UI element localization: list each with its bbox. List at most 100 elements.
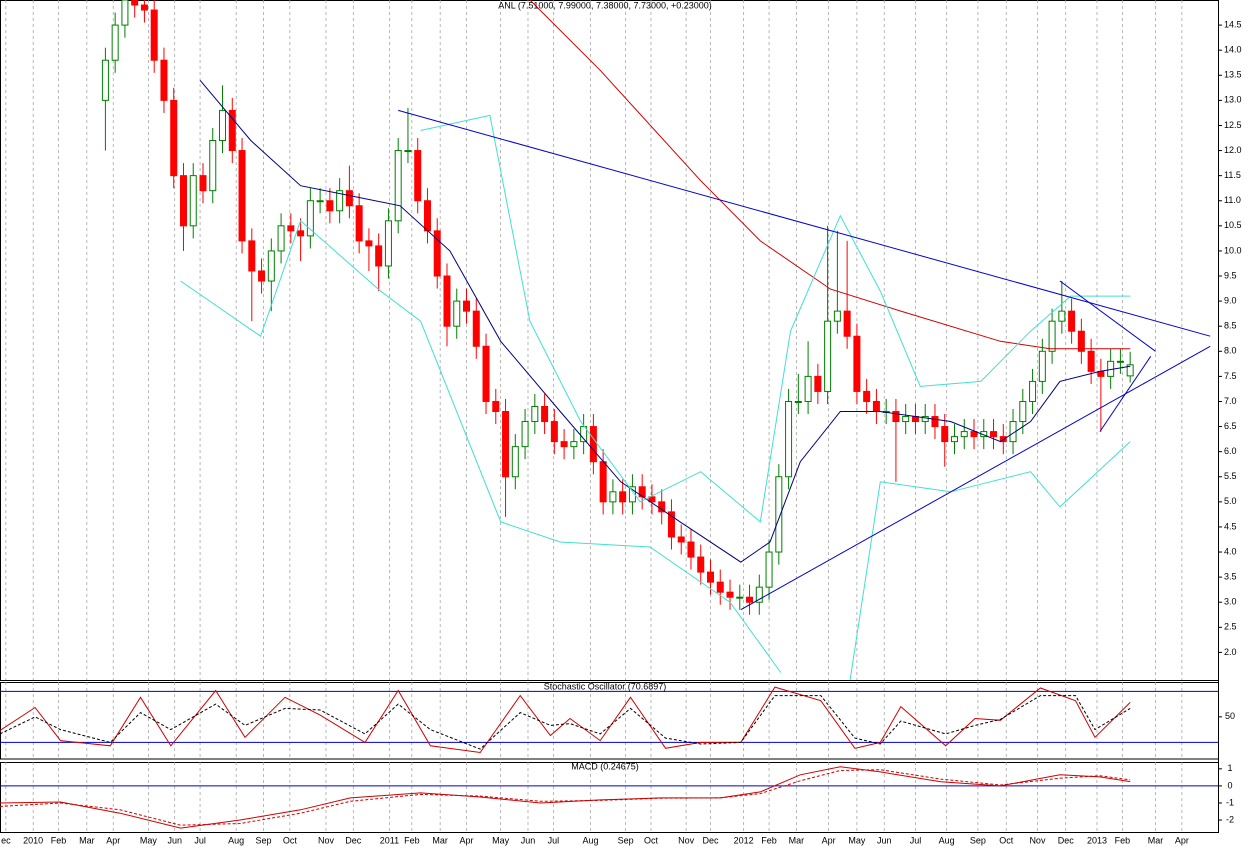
overlay-line bbox=[420, 114, 1131, 523]
chart-title: ANL (7.51000, 7.99000, 7.38000, 7.73000,… bbox=[498, 0, 712, 10]
candle-body bbox=[550, 421, 558, 443]
candle-body bbox=[716, 581, 724, 593]
y-tick-label: 12.0 bbox=[1224, 145, 1242, 155]
candle-body bbox=[404, 150, 412, 153]
x-tick-label: Oct bbox=[644, 835, 659, 845]
y-tick-label: 10.0 bbox=[1224, 245, 1242, 255]
y-tick-label: 8.0 bbox=[1224, 346, 1237, 356]
x-tick-label: Apr bbox=[822, 835, 836, 845]
x-tick-label: Jun bbox=[877, 835, 892, 845]
x-tick-label: Nov bbox=[1029, 835, 1046, 845]
candle-body bbox=[1029, 380, 1037, 402]
x-tick-label: Sep bbox=[970, 835, 986, 845]
overlay-line bbox=[1099, 356, 1152, 432]
candle-body bbox=[277, 225, 285, 252]
candle-body bbox=[775, 476, 783, 553]
y-tick-label: 11.0 bbox=[1224, 195, 1241, 205]
y-tick-label: 50 bbox=[1225, 711, 1235, 721]
candle-body bbox=[1068, 310, 1076, 332]
overlay-line bbox=[1059, 280, 1156, 352]
candle-body bbox=[707, 571, 714, 583]
x-tick-label: Feb bbox=[1115, 835, 1131, 845]
x-tick-label: Sep bbox=[618, 835, 634, 845]
candle-body bbox=[1126, 364, 1134, 377]
candle-body bbox=[111, 24, 119, 61]
x-tick-label: Feb bbox=[51, 835, 67, 845]
plot-area bbox=[0, 766, 1218, 829]
indicator-line bbox=[0, 686, 1131, 754]
y-tick-label: 1 bbox=[1227, 763, 1232, 773]
candle-body bbox=[384, 220, 392, 267]
y-tick-label: 4.5 bbox=[1224, 521, 1237, 531]
y-tick-label: 9.0 bbox=[1224, 295, 1237, 305]
candle-body bbox=[599, 461, 607, 503]
candle-body bbox=[267, 250, 275, 282]
y-tick-label: 14.5 bbox=[1224, 19, 1242, 29]
x-tick-label: Feb bbox=[404, 835, 420, 845]
y-tick-label: 11.5 bbox=[1224, 170, 1241, 180]
y-tick-label: 13.5 bbox=[1224, 70, 1242, 80]
x-tick-label: Aug bbox=[228, 835, 244, 845]
y-tick-label: 5.5 bbox=[1224, 471, 1237, 481]
y-tick-label: 2.0 bbox=[1224, 647, 1237, 657]
x-tick-label: Mar bbox=[79, 835, 95, 845]
panel-title: MACD (0.24675) bbox=[571, 761, 639, 771]
candle-body bbox=[179, 175, 187, 227]
x-tick-label: Jun bbox=[167, 835, 182, 845]
candle-body bbox=[931, 416, 939, 428]
candle-body bbox=[131, 0, 139, 6]
candle-body bbox=[1077, 330, 1085, 352]
candle-body bbox=[316, 200, 324, 203]
indicator-line bbox=[0, 695, 1131, 750]
y-tick-label: 2.5 bbox=[1224, 622, 1237, 632]
overlay-line bbox=[529, 0, 1131, 350]
x-tick-label: Nov bbox=[678, 835, 695, 845]
candle-body bbox=[189, 175, 197, 227]
candle-body bbox=[970, 431, 978, 438]
x-tick-label: Mar bbox=[432, 835, 448, 845]
candle-body bbox=[414, 150, 422, 202]
candle-body bbox=[228, 109, 236, 152]
candle-body bbox=[1087, 350, 1095, 372]
candle-body bbox=[463, 300, 471, 312]
candle-body bbox=[570, 441, 578, 448]
candle-body bbox=[863, 390, 871, 402]
overlay-line bbox=[398, 109, 1211, 337]
x-tick-label: Aug bbox=[939, 835, 955, 845]
candle-body bbox=[531, 405, 539, 423]
candle-body bbox=[219, 109, 227, 142]
candle-body bbox=[541, 405, 549, 423]
candle-body bbox=[628, 486, 636, 503]
y-tick-label: 6.0 bbox=[1224, 446, 1237, 456]
y-tick-label: 7.5 bbox=[1224, 371, 1237, 381]
x-tick-label: Dec bbox=[1058, 835, 1075, 845]
candle-body bbox=[394, 150, 402, 222]
x-tick-label: Jul bbox=[194, 835, 206, 845]
x-tick-label: Nov bbox=[318, 835, 335, 845]
y-tick-label: -2 bbox=[1226, 814, 1234, 824]
candle-body bbox=[853, 335, 861, 392]
x-tick-label: Oct bbox=[283, 835, 298, 845]
x-tick-label: 2013 bbox=[1087, 835, 1107, 845]
x-tick-label: Jul bbox=[548, 835, 560, 845]
x-tick-label: Apr bbox=[1175, 835, 1189, 845]
candle-body bbox=[511, 446, 519, 478]
candle-body bbox=[687, 541, 695, 558]
candle-body bbox=[199, 175, 207, 192]
candle-body bbox=[843, 310, 851, 337]
candle-body bbox=[140, 4, 148, 11]
x-tick-label: Feb bbox=[761, 835, 777, 845]
x-tick-label: Aug bbox=[582, 835, 598, 845]
candle-body bbox=[258, 270, 266, 282]
x-tick-label: Apr bbox=[106, 835, 120, 845]
panel-title: Stochastic Oscillator (70.6897) bbox=[544, 681, 667, 691]
candle-body bbox=[238, 150, 246, 242]
candle-body bbox=[990, 431, 998, 438]
candle-body bbox=[726, 591, 734, 598]
candle-body bbox=[589, 426, 597, 463]
y-tick-label: 4.0 bbox=[1224, 546, 1237, 556]
candle-body bbox=[1048, 320, 1056, 352]
x-tick-label: Apr bbox=[460, 835, 474, 845]
candle-body bbox=[433, 230, 441, 277]
candle-body bbox=[365, 240, 373, 247]
